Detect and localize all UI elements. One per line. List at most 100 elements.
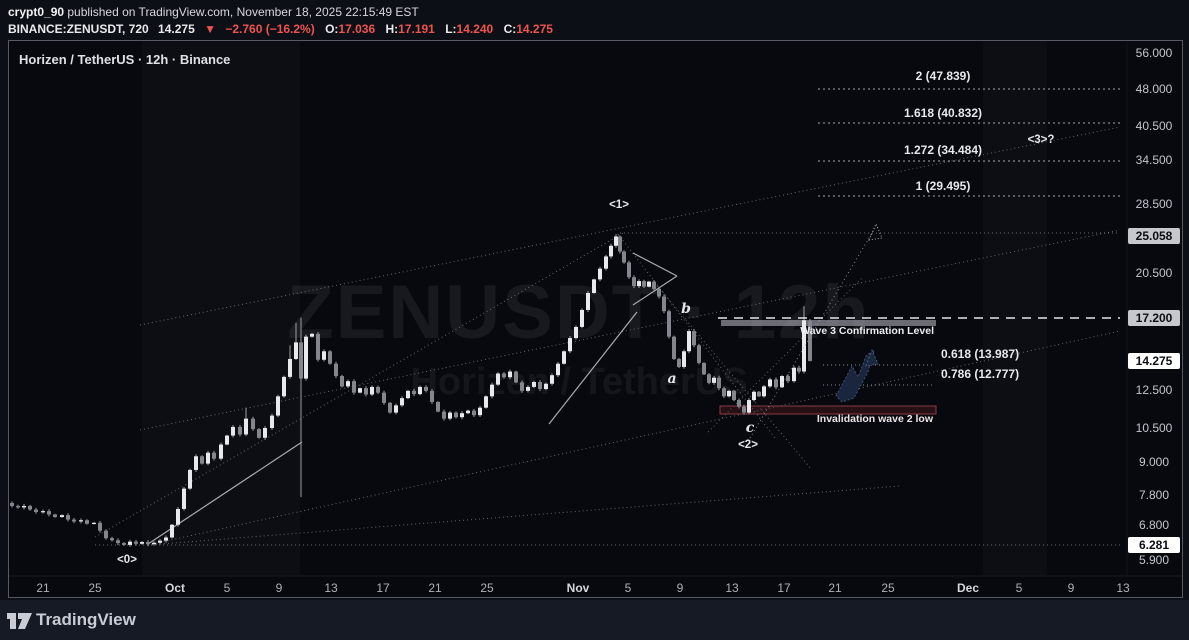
candle-down: [257, 429, 261, 438]
time-tick-21: 21: [36, 581, 50, 595]
candle-up: [609, 245, 613, 257]
candle-up: [574, 326, 578, 339]
candle-up: [526, 386, 530, 391]
candle-down: [627, 262, 631, 278]
pullback-projection-tip: [865, 348, 879, 367]
wave3-confirmation-band[interactable]: [721, 320, 936, 326]
time-tick-5: 5: [624, 581, 632, 595]
high-value: 17.191: [398, 22, 435, 36]
candle-up: [568, 338, 572, 352]
candle-down: [412, 390, 416, 395]
tradingview-brand-text[interactable]: TradingView: [36, 610, 136, 629]
candle-up: [170, 524, 174, 538]
candle-up: [346, 381, 350, 387]
candle-up: [370, 386, 374, 395]
candle-up: [244, 418, 248, 435]
time-tick-25: 25: [88, 581, 102, 595]
candle-up: [310, 333, 314, 337]
candle-down: [104, 530, 108, 539]
candle-down: [742, 406, 746, 413]
candle-down: [134, 541, 138, 544]
candle-up: [128, 541, 132, 545]
fib-retracement[interactable]: 0.618 (13.987) 0.786 (12.777): [823, 347, 1019, 386]
candle-up: [614, 236, 618, 246]
fib-extension[interactable]: 2 (47.839) 1.618 (40.832) 1.272 (34.484) 1 …: [818, 69, 1120, 197]
close-value: 14.275: [516, 22, 553, 36]
candle-down: [732, 390, 736, 401]
candle-down: [53, 514, 57, 518]
candle-down: [622, 251, 626, 263]
trendline-solid[interactable]: [632, 252, 678, 277]
wave3-band-label: Wave 3 Confirmation Level: [800, 325, 934, 337]
trendline-solid[interactable]: [548, 311, 638, 425]
trendline-dotted[interactable]: [147, 485, 901, 546]
candle-up: [496, 373, 500, 385]
candle-up: [508, 371, 512, 378]
candle-up: [225, 435, 229, 445]
candle-down: [538, 382, 542, 390]
invalidation-zone[interactable]: [719, 405, 937, 415]
trendline-dotted[interactable]: [654, 282, 813, 471]
time-tick-5: 5: [1015, 581, 1023, 595]
session-highlight: [142, 41, 300, 575]
wave3-projection-arrowhead: [868, 222, 883, 241]
candle-up: [586, 292, 590, 310]
price-tick-9.000: 9.000: [1138, 455, 1170, 469]
candle-down: [662, 296, 666, 312]
wave3-projection-line[interactable]: [749, 227, 876, 439]
candle-up: [762, 386, 766, 397]
candle-down: [424, 386, 428, 391]
footer-bar: TradingView: [0, 600, 1189, 640]
candle-down: [677, 358, 681, 367]
price-tick-6.800: 6.800: [1138, 518, 1170, 532]
down-arrow-icon: ▼: [204, 22, 216, 36]
chart-pane[interactable]: Horizen / TetherUS · 12h · Binance ZENUS…: [8, 40, 1183, 598]
candle-up: [792, 367, 796, 382]
candle-down: [388, 402, 392, 413]
candle-down: [672, 336, 676, 359]
time-tick-9: 9: [1067, 581, 1075, 595]
candle-up: [282, 376, 286, 397]
tradingview-logo-icon[interactable]: [7, 610, 37, 632]
time-tick-13: 13: [1116, 581, 1130, 595]
candle-up: [448, 412, 452, 419]
price-change: −2.760 (−16.2%): [225, 22, 315, 36]
candle-up: [802, 320, 806, 372]
candle-up: [544, 383, 548, 390]
invalidation-box-label: Invalidation wave 2 low: [817, 413, 934, 425]
candles[interactable]: [10, 234, 812, 547]
wave-label-1: <1>: [609, 199, 629, 211]
time-tick-13: 13: [725, 581, 739, 595]
trendline-solid[interactable]: [632, 275, 678, 306]
trendline-dotted[interactable]: [617, 233, 776, 439]
candle-up: [598, 268, 602, 280]
candle-up: [22, 505, 26, 508]
price-tick-12.500: 12.500: [1135, 383, 1173, 397]
candle-up: [79, 520, 83, 522]
candle-down: [376, 386, 380, 393]
candle-down: [702, 362, 706, 375]
pullback-projection-shape[interactable]: [835, 348, 875, 403]
candle-down: [642, 281, 646, 287]
time-tick-21: 21: [828, 581, 842, 595]
candle-up: [304, 336, 308, 379]
candle-down: [667, 311, 671, 337]
chart-legend[interactable]: Horizen / TetherUS · 12h · Binance: [19, 52, 231, 67]
candle-up: [556, 363, 560, 376]
candle-up: [140, 542, 144, 544]
candle-up: [580, 309, 584, 327]
candle-down: [299, 342, 303, 379]
candle-down: [47, 511, 51, 515]
candle-up: [182, 488, 186, 509]
candle-up: [394, 405, 398, 413]
price-tick-20.500: 20.500: [1135, 266, 1173, 280]
candle-up: [687, 331, 691, 352]
candle-down: [797, 367, 801, 372]
candle-up: [60, 515, 64, 518]
candle-up: [478, 407, 482, 416]
trendline-dotted[interactable]: [139, 229, 1121, 431]
candle-down: [334, 363, 338, 377]
time-tick-25: 25: [881, 581, 895, 595]
candle-down: [774, 379, 778, 388]
